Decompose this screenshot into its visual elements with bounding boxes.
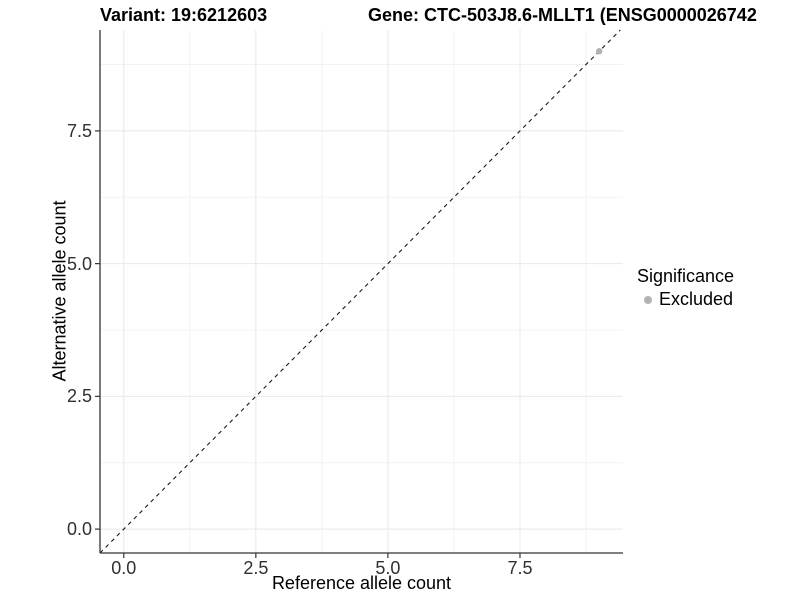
x-tick-label: 2.5 [243,558,269,578]
x-tick-label: 5.0 [375,558,401,578]
legend-title: Significance [637,266,735,286]
y-tick-label: 7.5 [66,120,92,141]
gene-title: Gene: CTC-503J8.6-MLLT1 (ENSG0000026742 [368,5,757,25]
legend-swatch-excluded-icon [644,296,652,304]
x-axis-title: Reference allele count [271,573,452,593]
y-axis-title: Alternative allele count [49,200,70,382]
x-tick-label: 0.0 [111,558,137,578]
identity-dashed-line [99,29,621,554]
y-tick-label: 0.0 [66,519,92,540]
variant-title: Variant: 19:6212603 [100,5,268,25]
y-tick-label: 2.5 [66,386,92,407]
data-point-excluded [596,48,603,55]
legend-item-excluded: Excluded [659,289,734,309]
y-tick-label: 5.0 [66,253,92,274]
x-tick-label: 7.5 [507,558,533,578]
